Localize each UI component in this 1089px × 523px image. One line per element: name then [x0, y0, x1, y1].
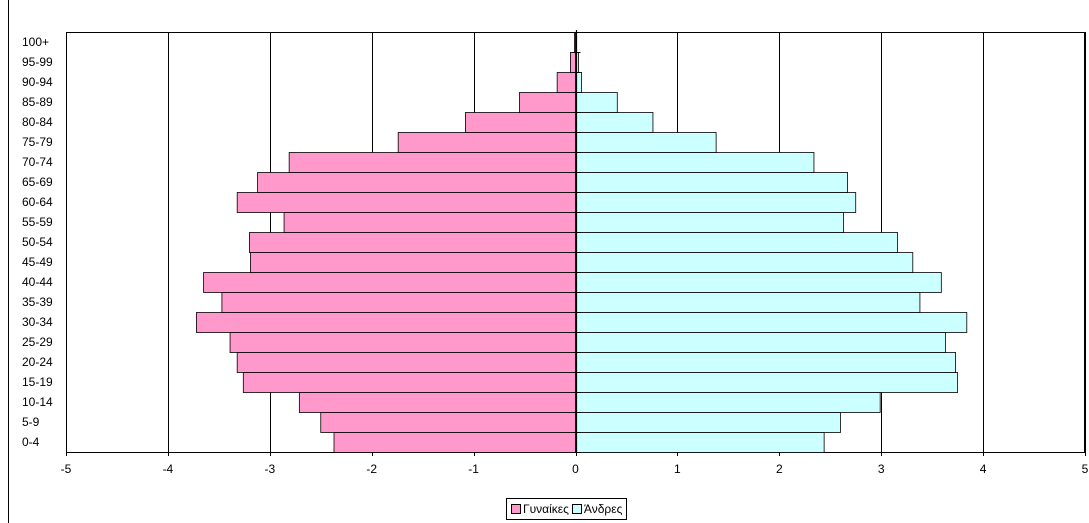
bar-men-65-69 — [575, 172, 848, 193]
bar-women-15-19 — [242, 372, 576, 393]
y-tick-label-25-29: 25-29 — [22, 335, 53, 349]
y-tick-label-30-34: 30-34 — [22, 315, 53, 329]
bar-men-30-34 — [575, 312, 968, 333]
y-tick-label-10-14: 10-14 — [22, 395, 53, 409]
x-tick-label-10: 5 — [1082, 462, 1089, 476]
y-tick-label-65-69: 65-69 — [22, 175, 53, 189]
bar-men-20-24 — [575, 352, 956, 373]
x-tick-label-5: 0 — [572, 462, 579, 476]
bar-men-75-79 — [575, 132, 717, 153]
bar-women-75-79 — [397, 132, 576, 153]
bar-women-30-34 — [196, 312, 576, 333]
frame-border-line — [8, 0, 9, 523]
bar-women-45-49 — [250, 252, 576, 273]
bar-women-70-74 — [288, 152, 576, 173]
y-tick-label-45-49: 45-49 — [22, 255, 53, 269]
bar-men-10-14 — [575, 392, 881, 413]
y-tick-label-70-74: 70-74 — [22, 155, 53, 169]
bar-women-55-59 — [283, 212, 576, 233]
y-tick-label-35-39: 35-39 — [22, 295, 53, 309]
y-tick-label-75-79: 75-79 — [22, 135, 53, 149]
bar-men-5-9 — [575, 412, 841, 433]
y-tick-label-0-4: 0-4 — [22, 435, 40, 449]
bar-women-90-94 — [556, 72, 576, 93]
legend-label-men: Άνδρες — [583, 502, 623, 516]
y-tick-label-100+: 100+ — [22, 35, 49, 49]
y-tick-label-20-24: 20-24 — [22, 355, 53, 369]
bar-women-35-39 — [221, 292, 576, 313]
x-tick-labels: -5 -4 -3 -2 -1 0 1 2 3 4 5 — [61, 462, 1089, 476]
bar-women-40-44 — [203, 272, 576, 293]
axes — [66, 30, 1086, 456]
y-tick-label-50-54: 50-54 — [22, 235, 53, 249]
bar-women-50-54 — [249, 232, 576, 253]
x-tick-label-3: -2 — [366, 462, 377, 476]
x-tick-label-4: -1 — [468, 462, 479, 476]
bar-men-60-64 — [575, 192, 857, 213]
bar-men-80-84 — [575, 112, 654, 133]
y-tick-label-5-9: 5-9 — [22, 415, 40, 429]
y-tick-label-15-19: 15-19 — [22, 375, 53, 389]
legend-swatch-men — [571, 504, 582, 514]
y-tick-label-40-44: 40-44 — [22, 275, 53, 289]
legend-item-women: Γυναίκες — [511, 502, 569, 516]
legend: Γυναίκες Άνδρες — [506, 498, 628, 520]
x-tick-label-0: -5 — [61, 462, 72, 476]
legend-swatch-women — [511, 504, 521, 514]
bar-women-5-9 — [320, 412, 576, 433]
bar-men-70-74 — [575, 152, 815, 173]
x-tick-label-7: 2 — [776, 462, 783, 476]
legend-item-men: Άνδρες — [571, 502, 623, 516]
bar-men-15-19 — [575, 372, 959, 393]
bar-women-80-84 — [465, 112, 576, 133]
bar-women-60-64 — [236, 192, 576, 213]
bar-men-40-44 — [575, 272, 942, 293]
x-tick-label-1: -4 — [163, 462, 174, 476]
x-tick-label-6: 1 — [674, 462, 681, 476]
bar-women-0-4 — [333, 432, 576, 453]
bar-men-50-54 — [575, 232, 898, 253]
y-tick-label-85-89: 85-89 — [22, 95, 53, 109]
bar-women-65-69 — [257, 172, 576, 193]
y-tick-labels: 0-4 5-9 10-14 15-19 20-24 25-29 30-34 35-39 40-4… — [22, 35, 53, 449]
bar-men-55-59 — [575, 212, 844, 233]
bar-women-85-89 — [519, 92, 576, 113]
bar-men-45-49 — [575, 252, 914, 273]
bar-men-85-89 — [575, 92, 618, 113]
bars — [196, 32, 968, 453]
bar-women-25-29 — [229, 332, 576, 353]
legend-label-women: Γυναίκες — [523, 502, 569, 516]
y-tick-label-55-59: 55-59 — [22, 215, 53, 229]
bar-women-20-24 — [236, 352, 576, 373]
bar-men-0-4 — [575, 432, 825, 453]
y-tick-label-90-94: 90-94 — [22, 75, 53, 89]
x-tick-label-9: 4 — [980, 462, 987, 476]
x-tick-label-2: -3 — [264, 462, 275, 476]
x-tick-label-8: 3 — [878, 462, 885, 476]
bar-women-10-14 — [298, 392, 576, 413]
y-tick-label-80-84: 80-84 — [22, 115, 53, 129]
bar-men-25-29 — [575, 332, 946, 353]
bar-men-35-39 — [575, 292, 921, 313]
bar-women-95-99 — [570, 52, 576, 73]
y-tick-label-95-99: 95-99 — [22, 55, 53, 69]
y-tick-label-60-64: 60-64 — [22, 195, 53, 209]
